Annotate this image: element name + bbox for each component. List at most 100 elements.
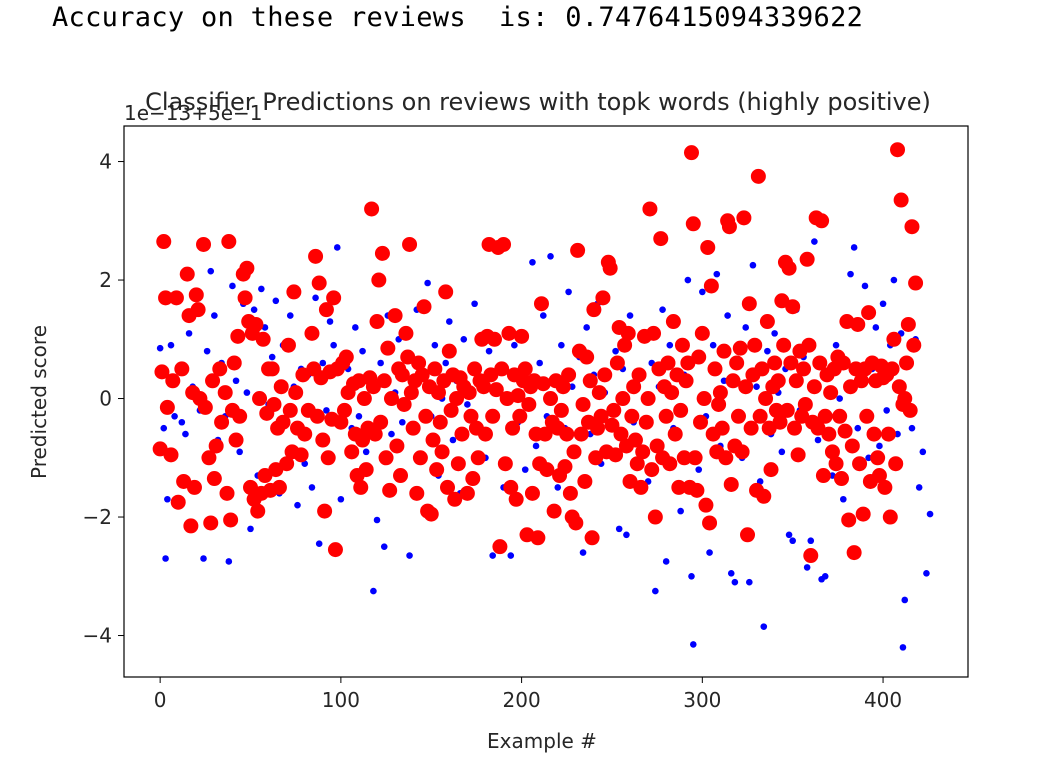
data-point-series-1-338	[796, 361, 812, 377]
data-point-series-1-308	[741, 296, 757, 312]
y-axis-label: Predicted score	[27, 325, 51, 479]
data-point-series-1-400	[908, 275, 924, 291]
data-point-series-1-334	[788, 373, 804, 389]
data-point-series-0-138	[652, 587, 659, 595]
chart-title: Classifier Predictions on reviews with t…	[145, 88, 931, 116]
data-point-series-1-222	[586, 302, 602, 318]
data-point-series-1-293	[714, 420, 730, 436]
data-point-series-1-154	[461, 385, 477, 401]
data-point-series-0-145	[677, 507, 684, 515]
data-point-series-1-303	[732, 340, 748, 356]
data-point-series-0-51	[337, 495, 345, 503]
data-point-series-1-148	[449, 391, 465, 407]
data-point-series-1-30	[221, 234, 237, 250]
data-point-series-1-385	[880, 426, 896, 442]
data-point-series-1-44	[248, 316, 264, 332]
data-point-series-1-216	[575, 396, 591, 412]
data-point-series-1-320	[763, 462, 779, 478]
data-point-series-1-134	[423, 506, 439, 522]
data-point-series-1-16	[188, 287, 204, 303]
data-point-series-0-0	[156, 344, 164, 352]
data-point-series-1-129	[414, 367, 430, 383]
data-point-series-1-399	[906, 337, 922, 353]
data-point-series-0-43	[308, 484, 316, 491]
data-point-series-0-216	[926, 510, 934, 518]
data-point-series-1-9	[174, 361, 190, 377]
data-point-series-1-226	[593, 408, 609, 424]
data-point-series-1-238	[615, 391, 631, 407]
data-point-series-1-256	[647, 509, 663, 525]
data-point-series-1-120	[398, 325, 414, 341]
data-point-series-1-23	[205, 373, 221, 389]
data-point-series-1-373	[859, 408, 875, 424]
x-tick-label: 200	[503, 688, 541, 712]
data-point-series-1-396	[900, 316, 916, 332]
data-point-series-1-149	[450, 456, 466, 472]
data-point-series-1-264	[662, 456, 678, 472]
data-point-series-0-47	[323, 407, 330, 414]
data-point-series-0-2	[162, 555, 169, 562]
data-point-series-1-182	[512, 408, 528, 424]
data-point-series-0-63	[380, 543, 388, 550]
data-point-series-0-214	[919, 448, 927, 456]
data-point-series-1-22	[203, 515, 219, 531]
data-point-series-1-233	[606, 402, 622, 418]
data-point-series-1-248	[633, 479, 649, 495]
data-point-series-0-99	[511, 341, 518, 349]
data-point-series-1-21	[201, 450, 217, 466]
data-point-series-1-281	[693, 414, 709, 430]
data-point-series-1-335	[790, 447, 806, 463]
data-point-series-1-169	[488, 382, 504, 398]
data-point-series-1-178	[505, 420, 521, 436]
data-point-series-0-88	[471, 300, 478, 308]
data-point-series-0-197	[861, 282, 869, 290]
y-axis-offset-label: 1e−13+5e−1	[124, 101, 263, 125]
data-point-series-1-17	[190, 302, 206, 318]
data-point-series-1-4	[159, 399, 175, 415]
data-point-series-1-91	[344, 444, 360, 460]
data-point-series-1-266	[665, 314, 681, 330]
data-point-series-1-327	[776, 337, 792, 353]
data-point-series-0-45	[315, 540, 323, 547]
data-point-series-1-61	[280, 337, 296, 353]
data-point-series-1-354	[824, 444, 840, 460]
data-point-series-0-20	[225, 558, 233, 565]
data-point-series-0-14	[203, 347, 211, 355]
data-point-series-1-389	[888, 456, 904, 472]
data-point-series-0-33	[272, 297, 280, 305]
y-tick-label: 4	[99, 150, 112, 174]
data-point-series-0-7	[178, 418, 186, 426]
data-point-series-1-108	[374, 245, 390, 261]
data-point-series-1-147	[447, 491, 463, 507]
data-point-series-0-22	[232, 377, 240, 385]
data-point-series-1-302	[730, 408, 746, 424]
data-point-series-1-89	[338, 349, 354, 365]
data-point-series-0-86	[464, 401, 471, 408]
data-point-series-1-31	[223, 512, 239, 528]
data-point-series-1-162	[476, 379, 492, 395]
data-point-series-1-269	[671, 479, 687, 495]
data-point-series-0-211	[908, 424, 916, 432]
data-point-series-0-186	[821, 572, 829, 580]
data-point-series-0-159	[724, 312, 731, 319]
data-point-series-0-141	[662, 558, 670, 565]
data-point-series-1-139	[432, 414, 448, 430]
data-point-series-1-331	[783, 355, 799, 371]
data-point-series-1-348	[814, 213, 830, 229]
data-point-series-1-71	[304, 325, 320, 341]
data-point-series-0-62	[377, 359, 384, 367]
data-point-series-1-28	[217, 385, 233, 401]
data-point-series-0-57	[359, 347, 366, 355]
data-point-series-0-27	[250, 306, 258, 313]
y-tick-label: 2	[99, 268, 112, 292]
y-tick-label: −4	[83, 624, 112, 648]
data-point-series-1-54	[266, 396, 282, 412]
data-point-series-0-25	[243, 389, 251, 396]
data-point-series-1-272	[676, 450, 692, 466]
data-point-series-1-377	[866, 426, 882, 442]
data-point-series-0-130	[623, 531, 630, 539]
data-point-series-1-360	[835, 355, 851, 371]
data-point-series-1-220	[582, 373, 598, 389]
data-point-series-1-58	[273, 379, 289, 395]
data-point-series-1-35	[230, 328, 246, 344]
